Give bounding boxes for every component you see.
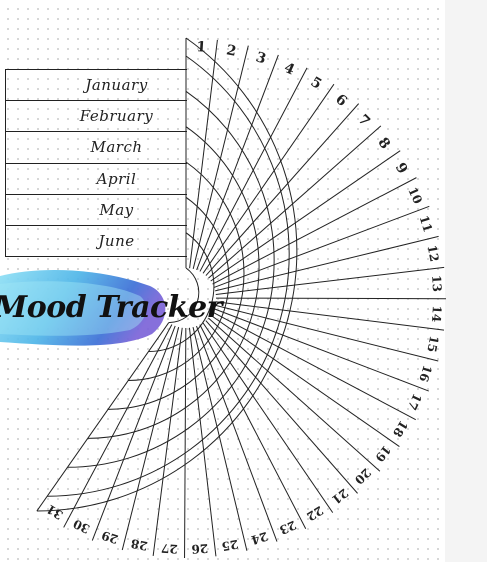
wheel-spoke bbox=[184, 327, 187, 559]
day-label: 1 bbox=[196, 39, 207, 56]
month-row: January bbox=[6, 70, 187, 102]
month-label: May bbox=[99, 200, 134, 219]
day-label: 23 bbox=[277, 518, 298, 538]
wheel-ring bbox=[87, 126, 260, 439]
day-label: 16 bbox=[416, 363, 434, 383]
wheel-spoke bbox=[210, 150, 401, 282]
day-label: 25 bbox=[220, 537, 239, 554]
month-label: February bbox=[79, 107, 154, 126]
wheel-spoke bbox=[205, 103, 360, 276]
wheel-spoke bbox=[63, 324, 173, 528]
wheel-spoke bbox=[215, 266, 445, 295]
month-row: March bbox=[6, 132, 187, 164]
day-label: 20 bbox=[352, 465, 374, 487]
wheel-spoke bbox=[152, 327, 183, 556]
wheel-ring bbox=[47, 55, 290, 497]
wheel-spoke bbox=[196, 54, 279, 271]
day-label: 15 bbox=[424, 335, 441, 354]
day-label: 30 bbox=[71, 516, 92, 536]
month-label: January bbox=[85, 76, 148, 95]
day-label: 21 bbox=[329, 486, 351, 507]
wheel-spoke bbox=[196, 325, 278, 542]
day-label: 5 bbox=[308, 74, 325, 93]
wheel-spoke bbox=[212, 311, 417, 421]
page-edge-margin bbox=[445, 0, 487, 562]
wheel-spoke bbox=[36, 322, 170, 512]
wheel-spoke bbox=[199, 324, 307, 530]
wheel-ring bbox=[148, 232, 215, 353]
wheel-spoke bbox=[188, 327, 217, 557]
month-legend-table: January February March April May June bbox=[5, 69, 187, 258]
day-label: 26 bbox=[191, 541, 208, 556]
wheel-ring bbox=[67, 90, 275, 468]
month-row: June bbox=[6, 226, 187, 258]
day-label: 13 bbox=[429, 275, 444, 292]
day-label: 12 bbox=[425, 244, 442, 263]
day-label: 4 bbox=[281, 60, 297, 79]
day-label: 10 bbox=[405, 185, 425, 206]
wheel-spoke bbox=[189, 39, 218, 269]
day-label: 2 bbox=[225, 42, 237, 59]
day-label: 18 bbox=[390, 418, 411, 440]
day-label: 9 bbox=[392, 160, 411, 177]
day-label: 11 bbox=[417, 214, 435, 234]
day-label: 22 bbox=[304, 503, 326, 524]
day-label: 3 bbox=[254, 49, 268, 67]
day-label: 31 bbox=[44, 502, 66, 523]
wheel-spoke bbox=[121, 326, 180, 551]
day-label: 19 bbox=[372, 443, 393, 465]
wheel-spoke bbox=[214, 304, 439, 362]
wheel-spoke bbox=[91, 325, 176, 541]
wheel-ring bbox=[36, 37, 298, 512]
day-label: 6 bbox=[332, 91, 350, 110]
month-row: May bbox=[6, 195, 187, 226]
wheel-spoke bbox=[208, 317, 381, 472]
wheel-spoke bbox=[199, 67, 308, 272]
month-row: April bbox=[6, 164, 187, 195]
wheel-ring bbox=[168, 267, 200, 324]
wheel-spoke bbox=[192, 45, 249, 269]
month-label: June bbox=[98, 232, 135, 251]
page-title: Mood Tracker bbox=[0, 290, 222, 325]
day-label: 17 bbox=[405, 391, 425, 412]
wheel-spoke bbox=[202, 322, 334, 513]
wheel-spoke bbox=[215, 301, 445, 331]
day-label: 24 bbox=[249, 529, 269, 547]
day-label: 7 bbox=[355, 112, 373, 130]
day-label: 28 bbox=[130, 536, 149, 553]
wheel-spoke bbox=[208, 125, 382, 279]
wheel-spoke bbox=[213, 308, 429, 392]
wheel-spoke bbox=[205, 320, 358, 494]
wheel-spoke bbox=[212, 177, 417, 285]
day-label: 29 bbox=[100, 528, 120, 546]
wheel-spoke bbox=[210, 314, 400, 447]
day-label: 8 bbox=[375, 135, 394, 153]
wheel-spoke bbox=[213, 205, 430, 288]
wheel-ring bbox=[107, 161, 245, 410]
wheel-spoke bbox=[202, 83, 335, 274]
wheel-spoke bbox=[215, 235, 439, 292]
day-label: 27 bbox=[161, 541, 179, 556]
wheel-spoke bbox=[215, 297, 447, 300]
month-label: March bbox=[90, 138, 143, 157]
month-label: April bbox=[96, 169, 137, 188]
wheel-ring bbox=[128, 196, 230, 381]
day-label: 14 bbox=[429, 305, 444, 323]
wheel-spoke bbox=[192, 327, 248, 551]
month-row: February bbox=[6, 101, 187, 133]
